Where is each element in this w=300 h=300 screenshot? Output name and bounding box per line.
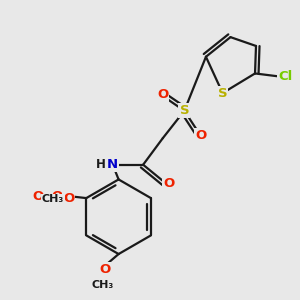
Text: O: O <box>99 263 110 276</box>
Text: S: S <box>218 87 227 100</box>
Text: O: O <box>195 129 207 142</box>
Text: N: N <box>107 158 118 171</box>
Text: O: O <box>51 190 62 202</box>
Text: methoxy: methoxy <box>45 196 51 198</box>
Text: O: O <box>33 190 44 202</box>
Text: CH₃: CH₃ <box>42 194 64 204</box>
Text: CH₃: CH₃ <box>92 280 114 290</box>
Text: O: O <box>157 88 168 100</box>
Text: S: S <box>179 104 189 117</box>
Text: Cl: Cl <box>278 70 292 83</box>
Text: O: O <box>163 177 174 190</box>
Text: O: O <box>63 192 74 205</box>
Text: H: H <box>96 158 106 171</box>
